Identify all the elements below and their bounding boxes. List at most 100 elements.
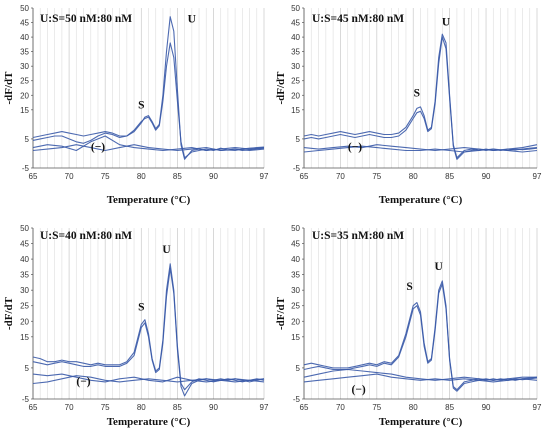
peak-annotation: S (138, 301, 144, 313)
y-tick-label: 40 (20, 33, 29, 42)
x-tick-label: 65 (29, 172, 38, 181)
peak-annotation: (−) (348, 142, 362, 154)
y-tick-label: 35 (20, 48, 29, 57)
y-tick-label: 50 (20, 4, 29, 13)
y-axis-label: -dF/dT (275, 71, 287, 105)
x-tick-label: 97 (260, 403, 269, 412)
x-tick-label: 75 (372, 403, 381, 412)
chart-panel-4: -5 5 15 20 25 30 35 40 45 50 65 70 75 80 85 90 97 U S (−) U:… (275, 224, 542, 428)
x-tick-label: 75 (101, 172, 110, 181)
panel-title: U:S=40 nM:80 nM (40, 230, 132, 242)
peak-annotation: U (162, 244, 171, 256)
panel-title: U:S=50 nM:80 nM (40, 13, 132, 25)
y-axis-label: -dF/dT (3, 296, 15, 330)
y-tick-label: 25 (20, 302, 29, 311)
y-tick-label: 50 (291, 4, 300, 13)
y-tick-label: 45 (20, 240, 29, 249)
y-tick-label: 30 (291, 62, 300, 71)
y-tick-label: 30 (20, 286, 29, 295)
y-tick-label: 15 (20, 106, 29, 115)
x-tick-label: 70 (336, 403, 345, 412)
x-tick-label: 70 (65, 403, 74, 412)
y-tick-label: 40 (291, 33, 300, 42)
y-tick-label: -5 (22, 164, 30, 173)
x-tick-label: 90 (209, 403, 218, 412)
y-tick-label: 40 (291, 255, 300, 264)
y-tick-label: 30 (291, 286, 300, 295)
chart-panel-2: -5 5 15 20 25 30 35 40 45 50 65 70 75 80 85 90 97 U S (−) U:… (275, 4, 542, 206)
x-tick-label: 65 (300, 403, 309, 412)
x-axis-label: Temperature (°C) (379, 194, 463, 206)
y-tick-label: 5 (296, 135, 301, 144)
peak-annotation: S (138, 99, 144, 111)
peak-annotation: (−) (352, 384, 366, 396)
y-tick-label: 25 (291, 302, 300, 311)
x-tick-label: 70 (336, 172, 345, 181)
y-tick-label: 20 (291, 317, 300, 326)
peak-annotation: (−) (91, 142, 105, 154)
x-tick-label: 80 (409, 172, 418, 181)
x-tick-label: 90 (482, 403, 491, 412)
y-tick-label: -5 (293, 164, 301, 173)
y-tick-label: 20 (20, 91, 29, 100)
y-tick-label: 25 (291, 77, 300, 86)
x-tick-label: 75 (372, 172, 381, 181)
peak-annotation: U (442, 16, 451, 28)
x-tick-label: 75 (101, 403, 110, 412)
y-tick-label: 35 (20, 271, 29, 280)
x-tick-label: 85 (173, 172, 182, 181)
x-tick-label: 90 (482, 172, 491, 181)
x-tick-label: 97 (260, 172, 269, 181)
x-axis-label: Temperature (°C) (379, 416, 463, 428)
y-tick-label: 15 (291, 333, 300, 342)
y-tick-label: 25 (20, 77, 29, 86)
series-line-2 (32, 267, 265, 397)
series-line-3 (32, 373, 265, 383)
y-axis-label: -dF/dT (275, 296, 287, 330)
y-tick-label: 50 (291, 224, 300, 233)
y-tick-label: 5 (296, 364, 301, 373)
y-tick-label: 35 (291, 271, 300, 280)
x-tick-label: 85 (445, 403, 454, 412)
y-tick-label: 5 (25, 135, 30, 144)
x-tick-label: 97 (533, 403, 542, 412)
x-tick-label: 80 (409, 403, 418, 412)
peak-annotation: S (414, 88, 420, 100)
y-tick-label: 5 (25, 364, 30, 373)
y-axis-label: -dF/dT (3, 71, 15, 105)
series-line-3 (303, 368, 537, 381)
series-line-4 (303, 145, 538, 153)
panel-title: U:S=45 nM:80 nM (312, 13, 404, 25)
y-tick-label: 15 (291, 106, 300, 115)
y-tick-label: 40 (20, 255, 29, 264)
y-tick-label: 20 (20, 317, 29, 326)
x-tick-label: 97 (533, 172, 542, 181)
x-tick-label: 80 (137, 403, 146, 412)
y-tick-label: 30 (20, 62, 29, 71)
peak-annotation: S (406, 281, 412, 293)
x-tick-label: 80 (137, 172, 146, 181)
y-tick-label: 15 (20, 333, 29, 342)
x-tick-label: 85 (173, 403, 182, 412)
series-line-4 (32, 144, 265, 152)
series-line-4 (303, 373, 538, 383)
y-tick-label: 45 (291, 19, 300, 28)
y-tick-label: 45 (291, 240, 300, 249)
y-tick-label: 20 (291, 91, 300, 100)
panel-title: U:S=35 nM:80 nM (312, 230, 404, 242)
x-axis-label: Temperature (°C) (107, 416, 191, 428)
series-line-3 (32, 135, 265, 152)
peak-annotation: U (435, 261, 444, 273)
x-tick-label: 90 (209, 172, 218, 181)
y-tick-label: -5 (293, 395, 301, 404)
y-tick-label: -5 (22, 395, 30, 404)
x-tick-label: 85 (445, 172, 454, 181)
chart-panel-1: -5 5 15 20 25 30 35 40 45 50 65 70 75 80 85 90 97 U S (−) U:… (3, 4, 269, 206)
y-tick-label: 45 (20, 19, 29, 28)
chart-panel-3: -5 5 15 20 25 30 35 40 45 50 65 70 75 80 85 90 97 U S (−) U:… (3, 224, 269, 428)
peak-annotation: (−) (76, 376, 90, 388)
x-tick-label: 65 (29, 403, 38, 412)
y-tick-label: 50 (20, 224, 29, 233)
x-tick-label: 70 (65, 172, 74, 181)
y-tick-label: 35 (291, 48, 300, 57)
